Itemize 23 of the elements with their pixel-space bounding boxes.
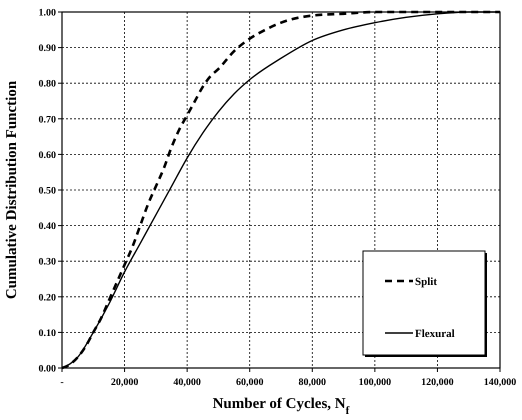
legend-label: Split <box>415 276 438 288</box>
y-tick-label: 0.00 <box>38 364 56 374</box>
y-tick-label: 0.60 <box>38 150 56 161</box>
y-tick-label: 0.40 <box>38 221 56 232</box>
x-tick-label: 100,000 <box>358 377 392 388</box>
y-tick-label: 0.20 <box>38 292 56 304</box>
y-tick-label: 0.90 <box>38 43 56 54</box>
x-tick-label: - <box>60 377 64 388</box>
y-tick-label: 1.00 <box>38 8 56 18</box>
x-tick-label: 60,000 <box>236 377 264 388</box>
x-tick-label: 40,000 <box>173 377 201 388</box>
x-tick-label: 80,000 <box>298 377 326 388</box>
y-axis-title: Cumulative Distribution Function <box>4 80 20 300</box>
x-tick-label: 140,000 <box>484 377 516 388</box>
y-tick-label: 0.70 <box>38 114 56 126</box>
y-tick-label: 0.50 <box>38 186 56 196</box>
y-tick-label: 0.10 <box>38 328 56 339</box>
x-tick-label: 120,000 <box>421 377 454 388</box>
y-tick-label: 0.80 <box>38 78 56 90</box>
x-tick-label: 20,000 <box>110 377 138 388</box>
x-axis-title: Number of Cycles, N$_{f}$ <box>212 396 350 417</box>
y-tick-label: 0.30 <box>38 256 56 268</box>
legend-label: Flexural <box>415 328 455 340</box>
